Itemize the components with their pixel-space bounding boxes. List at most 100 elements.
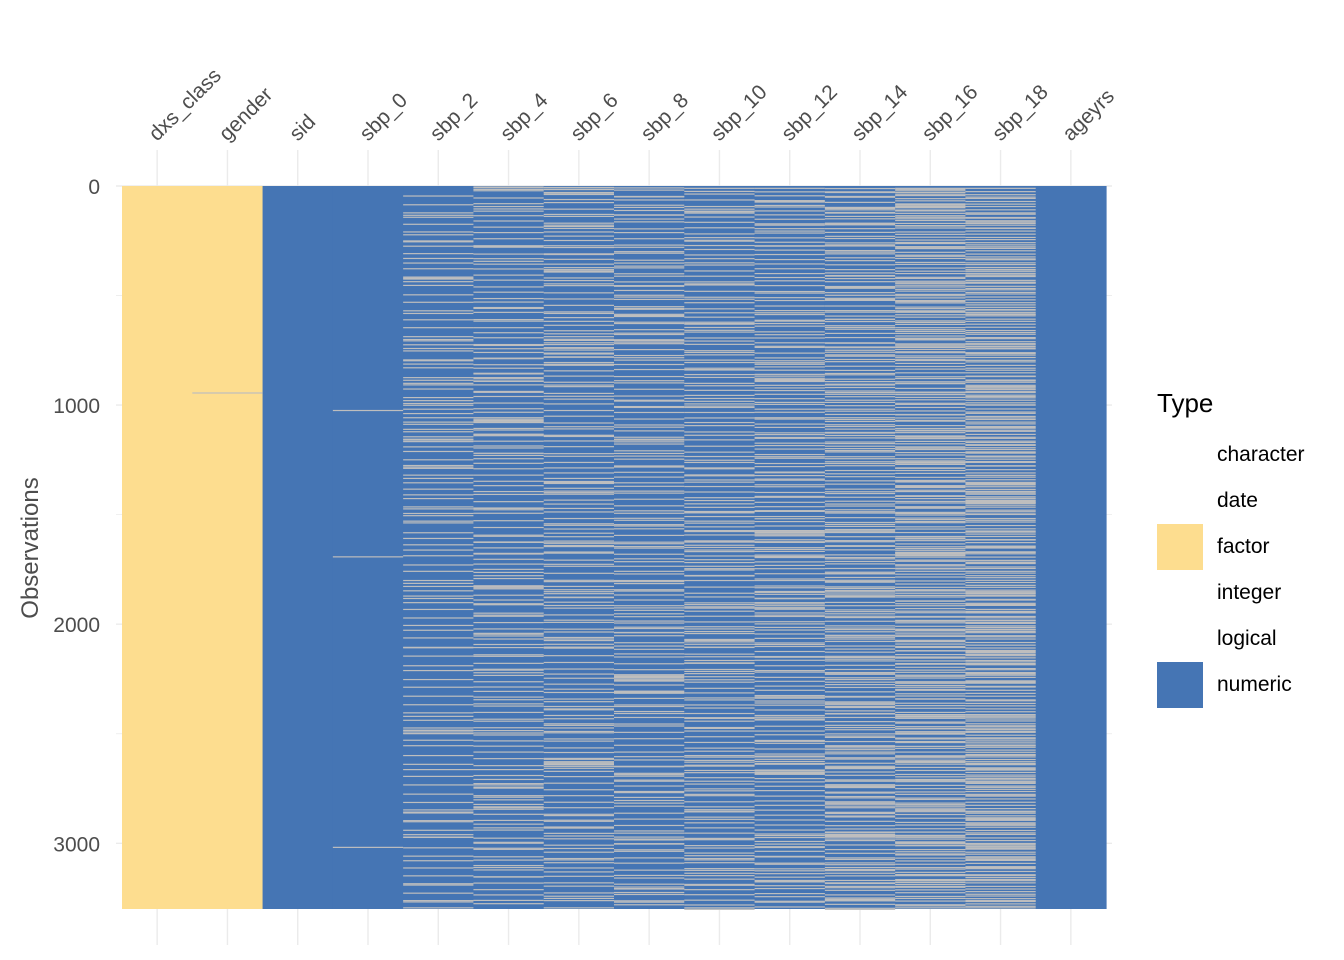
missing-cell — [684, 244, 755, 247]
missing-cell — [895, 589, 966, 592]
missing-cell — [684, 839, 755, 841]
missing-cell — [684, 847, 755, 849]
missing-cell — [403, 884, 474, 886]
missing-cell — [614, 622, 685, 624]
missing-cell — [895, 669, 966, 671]
legend-label: date — [1217, 489, 1258, 512]
missing-cell — [543, 304, 614, 306]
missing-cell — [473, 599, 544, 601]
missing-cell — [543, 523, 614, 525]
missing-cell — [754, 863, 825, 865]
legend-swatch — [1157, 616, 1203, 662]
missing-cell — [965, 823, 1036, 825]
missing-cell — [543, 776, 614, 778]
missing-gender — [192, 392, 263, 394]
missing-cell — [543, 857, 614, 860]
missing-cell — [403, 241, 474, 243]
missing-cell — [684, 296, 755, 298]
missing-cell — [895, 512, 966, 515]
missing-cell — [754, 518, 825, 520]
missing-cell — [614, 818, 685, 820]
missing-cell — [824, 638, 896, 640]
missing-cell — [754, 643, 825, 646]
missing-cell — [895, 552, 966, 555]
missing-cell — [754, 819, 825, 821]
missing-cell — [684, 795, 755, 797]
missing-cell — [684, 827, 755, 829]
missing-cell — [965, 246, 1036, 248]
missing-cell — [614, 849, 685, 851]
missing-cell — [754, 292, 825, 294]
missing-cell — [824, 418, 896, 421]
missing-cell — [754, 401, 825, 404]
missing-cell — [403, 820, 474, 822]
missing-cell — [895, 203, 966, 205]
missing-cell — [754, 534, 825, 536]
missing-cell — [824, 749, 896, 751]
missing-cell — [824, 505, 896, 507]
missing-cell — [965, 818, 1036, 821]
missing-cell — [965, 608, 1036, 611]
missing-cell — [965, 641, 1036, 644]
missing-cell — [895, 702, 966, 704]
missing-cell — [824, 900, 896, 902]
missing-cell — [965, 274, 1036, 276]
missing-cell — [754, 697, 825, 699]
missing-cell — [895, 904, 966, 906]
missing-cell — [965, 649, 1036, 652]
missing-cell — [895, 653, 966, 656]
missing-cell — [895, 247, 966, 249]
missing-cell — [543, 482, 614, 485]
missing-cell — [754, 608, 825, 610]
missing-cell — [473, 208, 544, 210]
missing-cell — [895, 576, 966, 578]
missing-cell — [965, 364, 1036, 366]
missing-cell — [965, 837, 1036, 839]
missing-cell — [754, 280, 825, 282]
missing-cell — [543, 455, 614, 457]
missing-cell — [473, 286, 544, 288]
missing-cell — [895, 417, 966, 419]
missing-cell — [473, 903, 544, 905]
missing-cell — [824, 442, 896, 445]
missing-cell — [614, 888, 685, 890]
missing-cell — [754, 755, 825, 757]
missing-cell — [754, 840, 825, 843]
missing-cell — [824, 825, 896, 827]
missing-cell — [473, 718, 544, 720]
legend-swatch — [1157, 432, 1203, 478]
missing-cell — [754, 578, 825, 580]
missing-cell — [965, 689, 1036, 691]
missing-cell — [473, 734, 544, 736]
missing-cell — [543, 213, 614, 216]
missing-cell — [403, 402, 474, 405]
missing-cell — [614, 466, 685, 468]
missing-cell — [824, 786, 896, 789]
missing-cell — [754, 568, 825, 570]
missing-cell — [473, 190, 544, 192]
missing-cell — [965, 511, 1036, 513]
missing-cell — [965, 490, 1036, 492]
missing-cell — [684, 211, 755, 213]
missing-cell — [965, 369, 1036, 371]
missing-cell — [895, 895, 966, 898]
missing-cell — [824, 441, 896, 443]
missing-cell — [895, 711, 966, 714]
missing-cell — [543, 757, 614, 760]
missing-cell — [684, 681, 755, 683]
missing-cell — [684, 899, 755, 901]
missing-cell — [965, 668, 1036, 670]
missing-cell — [543, 789, 614, 791]
missing-cell — [614, 289, 685, 292]
missing-cell — [824, 201, 896, 203]
missing-cell — [403, 312, 474, 315]
missing-cell — [543, 453, 614, 455]
missing-cell — [684, 656, 755, 658]
missing-cell — [754, 417, 825, 419]
missing-cell — [824, 611, 896, 613]
missing-cell — [965, 436, 1036, 438]
x-tick-label: sbp_12 — [777, 81, 842, 146]
missing-cell — [965, 258, 1036, 260]
missing-cell — [473, 829, 544, 831]
missing-cell — [965, 617, 1036, 619]
